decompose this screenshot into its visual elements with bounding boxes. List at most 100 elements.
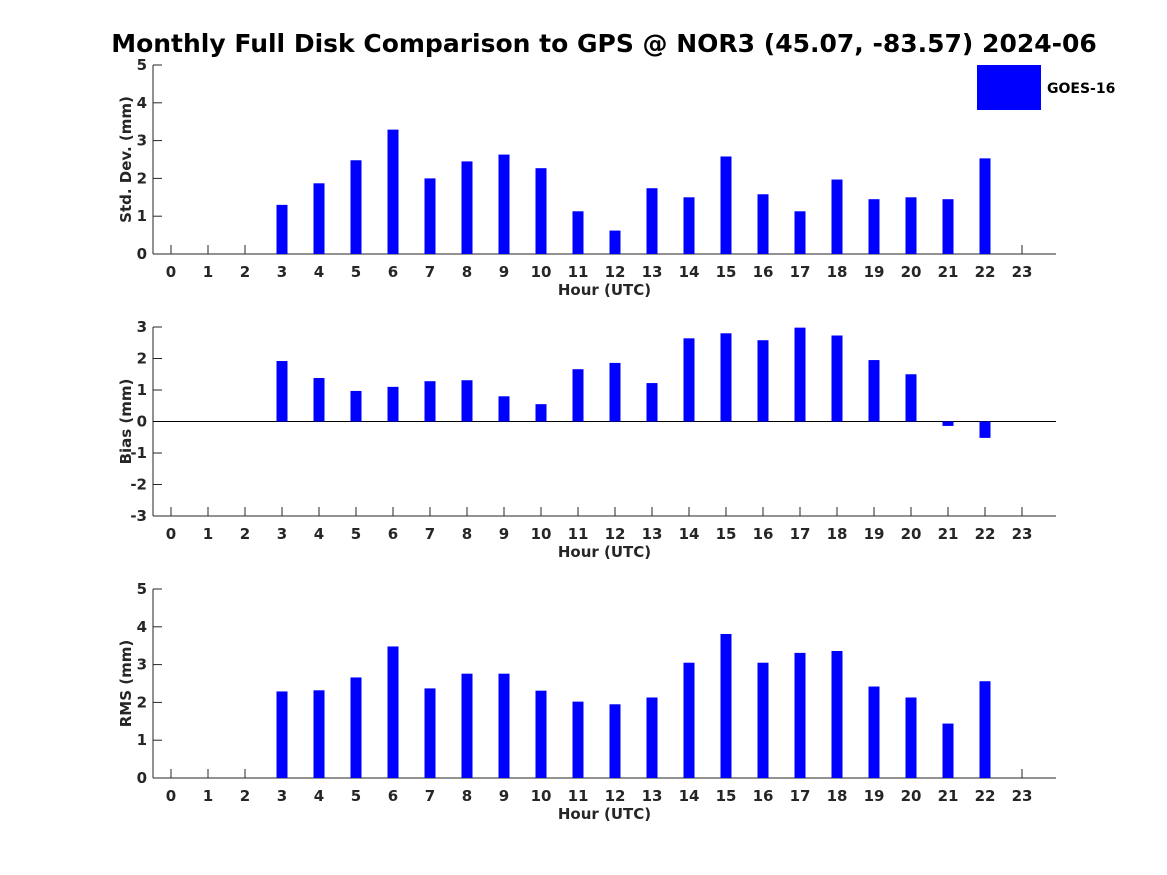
y-tick-label: 4 xyxy=(137,618,147,636)
x-tick-label: 12 xyxy=(605,787,626,805)
bar-bias-hour-16 xyxy=(757,340,769,422)
x-tick-label: 6 xyxy=(388,263,398,281)
bar-rms-hour-7 xyxy=(424,688,436,778)
y-tick-label: 2 xyxy=(137,693,147,711)
x-tick-label: 22 xyxy=(975,263,996,281)
x-tick-label: 20 xyxy=(901,787,922,805)
bar-rms-hour-8 xyxy=(461,673,473,778)
y-tick-label: 3 xyxy=(137,318,147,336)
x-tick-label: 17 xyxy=(790,525,811,543)
x-tick-label: 18 xyxy=(827,787,848,805)
legend-label: GOES-16 xyxy=(1047,81,1115,97)
bar-bias-hour-3 xyxy=(276,361,288,422)
x-tick-label: 15 xyxy=(716,263,737,281)
bar-stddev-hour-9 xyxy=(498,154,510,254)
bar-rms-hour-13 xyxy=(646,697,658,778)
bar-bias-hour-6 xyxy=(387,386,399,422)
x-tick-label: 21 xyxy=(938,263,959,281)
bar-rms-hour-21 xyxy=(942,723,954,778)
x-tick-label: 5 xyxy=(351,525,361,543)
bar-stddev-hour-6 xyxy=(387,129,399,254)
x-tick-label: 0 xyxy=(166,787,176,805)
x-tick-label: 20 xyxy=(901,263,922,281)
bar-stddev-hour-10 xyxy=(535,168,547,254)
x-tick-label: 2 xyxy=(240,263,250,281)
chart-title: Monthly Full Disk Comparison to GPS @ NO… xyxy=(111,29,1097,58)
bar-stddev-hour-8 xyxy=(461,161,473,254)
legend-swatch xyxy=(977,65,1041,110)
x-tick-label: 0 xyxy=(166,263,176,281)
x-tick-label: 4 xyxy=(314,263,324,281)
bar-bias-hour-21 xyxy=(942,421,954,426)
y-tick-label: 1 xyxy=(137,207,147,225)
y-tick-label: 0 xyxy=(137,245,147,263)
y-tick-label: -2 xyxy=(130,476,147,494)
x-tick-label: 1 xyxy=(203,263,213,281)
y-tick-label: 4 xyxy=(137,94,147,112)
x-tick-label: 13 xyxy=(642,263,663,281)
x-tick-label: 14 xyxy=(679,525,700,543)
x-tick-label: 9 xyxy=(499,263,509,281)
bar-bias-hour-14 xyxy=(683,338,695,422)
bar-stddev-hour-4 xyxy=(313,183,325,254)
bar-bias-hour-22 xyxy=(979,421,991,438)
y-tick-label: -3 xyxy=(130,507,147,525)
bar-bias-hour-17 xyxy=(794,327,806,422)
bar-rms-hour-16 xyxy=(757,662,769,778)
x-tick-label: 17 xyxy=(790,787,811,805)
x-tick-label: 18 xyxy=(827,263,848,281)
bar-bias-hour-12 xyxy=(609,362,621,422)
x-axis-label: Hour (UTC) xyxy=(558,281,651,299)
y-tick-label: 3 xyxy=(137,656,147,674)
x-tick-label: 19 xyxy=(864,787,885,805)
x-tick-label: 10 xyxy=(531,263,552,281)
legend: GOES-16 xyxy=(977,65,1115,110)
bar-bias-hour-15 xyxy=(720,333,732,422)
bar-bias-hour-20 xyxy=(905,374,917,422)
bar-bias-hour-13 xyxy=(646,383,658,422)
y-axis-label: RMS (mm) xyxy=(117,640,135,727)
x-tick-label: 4 xyxy=(314,787,324,805)
x-tick-label: 4 xyxy=(314,525,324,543)
bar-bias-hour-9 xyxy=(498,396,510,422)
y-tick-label: 0 xyxy=(137,413,147,431)
x-tick-label: 3 xyxy=(277,263,287,281)
bar-rms-hour-5 xyxy=(350,677,362,778)
y-tick-label: 3 xyxy=(137,132,147,150)
bar-bias-hour-7 xyxy=(424,381,436,422)
bar-stddev-hour-13 xyxy=(646,188,658,254)
y-tick-label: 5 xyxy=(137,580,147,598)
x-tick-label: 12 xyxy=(605,263,626,281)
bar-stddev-hour-14 xyxy=(683,197,695,254)
bar-bias-hour-4 xyxy=(313,378,325,422)
bar-stddev-hour-17 xyxy=(794,211,806,254)
x-tick-label: 8 xyxy=(462,787,472,805)
bar-stddev-hour-11 xyxy=(572,211,584,254)
x-tick-label: 5 xyxy=(351,263,361,281)
bar-rms-hour-15 xyxy=(720,633,732,778)
x-tick-label: 13 xyxy=(642,525,663,543)
bar-bias-hour-5 xyxy=(350,390,362,422)
bar-rms-hour-11 xyxy=(572,701,584,778)
x-tick-label: 23 xyxy=(1012,263,1033,281)
bar-stddev-hour-18 xyxy=(831,179,843,254)
x-tick-label: 21 xyxy=(938,787,959,805)
bar-rms-hour-12 xyxy=(609,704,621,778)
x-tick-label: 16 xyxy=(753,525,774,543)
x-tick-label: 22 xyxy=(975,787,996,805)
bar-bias-hour-11 xyxy=(572,369,584,422)
x-tick-label: 2 xyxy=(240,787,250,805)
bar-bias-hour-10 xyxy=(535,404,547,422)
x-tick-label: 22 xyxy=(975,525,996,543)
bar-stddev-hour-16 xyxy=(757,194,769,254)
x-tick-label: 10 xyxy=(531,787,552,805)
y-tick-label: 1 xyxy=(137,731,147,749)
bar-rms-hour-3 xyxy=(276,691,288,778)
x-tick-label: 7 xyxy=(425,263,435,281)
bar-rms-hour-20 xyxy=(905,697,917,778)
x-tick-label: 9 xyxy=(499,525,509,543)
bar-stddev-hour-19 xyxy=(868,199,880,254)
x-tick-label: 18 xyxy=(827,525,848,543)
